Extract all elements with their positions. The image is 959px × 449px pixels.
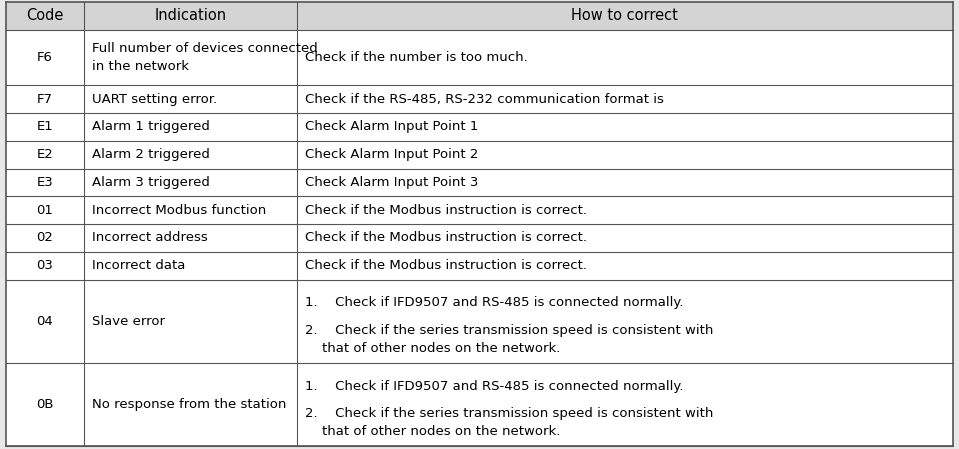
Text: Check if the Modbus instruction is correct.: Check if the Modbus instruction is corre… bbox=[305, 204, 587, 216]
Text: 2.  Check if the series transmission speed is consistent with
    that of other : 2. Check if the series transmission spee… bbox=[305, 324, 713, 355]
Text: 1.  Check if IFD9507 and RS-485 is connected normally.: 1. Check if IFD9507 and RS-485 is connec… bbox=[305, 296, 683, 309]
Text: Check Alarm Input Point 2: Check Alarm Input Point 2 bbox=[305, 148, 479, 161]
Text: 04: 04 bbox=[36, 315, 53, 328]
Text: Check if the RS-485, RS-232 communication format is: Check if the RS-485, RS-232 communicatio… bbox=[305, 92, 664, 106]
Text: 0B: 0B bbox=[36, 398, 54, 411]
Text: Code: Code bbox=[26, 9, 63, 23]
Text: Alarm 3 triggered: Alarm 3 triggered bbox=[92, 176, 209, 189]
Text: Incorrect address: Incorrect address bbox=[92, 231, 207, 244]
Text: 03: 03 bbox=[36, 259, 54, 272]
Text: Alarm 1 triggered: Alarm 1 triggered bbox=[92, 120, 209, 133]
Text: 01: 01 bbox=[36, 204, 54, 216]
Text: Check if the Modbus instruction is correct.: Check if the Modbus instruction is corre… bbox=[305, 231, 587, 244]
Text: No response from the station: No response from the station bbox=[92, 398, 286, 411]
Text: Incorrect data: Incorrect data bbox=[92, 259, 185, 272]
Text: E1: E1 bbox=[36, 120, 53, 133]
Text: Check if the number is too much.: Check if the number is too much. bbox=[305, 51, 527, 64]
Text: Alarm 2 triggered: Alarm 2 triggered bbox=[92, 148, 209, 161]
Text: Check if the Modbus instruction is correct.: Check if the Modbus instruction is corre… bbox=[305, 259, 587, 272]
Text: 2.  Check if the series transmission speed is consistent with
    that of other : 2. Check if the series transmission spee… bbox=[305, 407, 713, 438]
Text: Incorrect Modbus function: Incorrect Modbus function bbox=[92, 204, 266, 216]
Text: Full number of devices connected
in the network: Full number of devices connected in the … bbox=[92, 42, 317, 73]
Text: How to correct: How to correct bbox=[572, 9, 678, 23]
Text: F6: F6 bbox=[36, 51, 53, 64]
Text: Check Alarm Input Point 3: Check Alarm Input Point 3 bbox=[305, 176, 479, 189]
Text: E3: E3 bbox=[36, 176, 53, 189]
Text: 02: 02 bbox=[36, 231, 54, 244]
Text: F7: F7 bbox=[36, 92, 53, 106]
Text: Check Alarm Input Point 1: Check Alarm Input Point 1 bbox=[305, 120, 479, 133]
Text: Indication: Indication bbox=[154, 9, 226, 23]
Text: 1.  Check if IFD9507 and RS-485 is connected normally.: 1. Check if IFD9507 and RS-485 is connec… bbox=[305, 379, 683, 392]
Bar bbox=[6, 2, 953, 30]
Text: E2: E2 bbox=[36, 148, 53, 161]
Text: UART setting error.: UART setting error. bbox=[92, 92, 217, 106]
Text: Slave error: Slave error bbox=[92, 315, 165, 328]
